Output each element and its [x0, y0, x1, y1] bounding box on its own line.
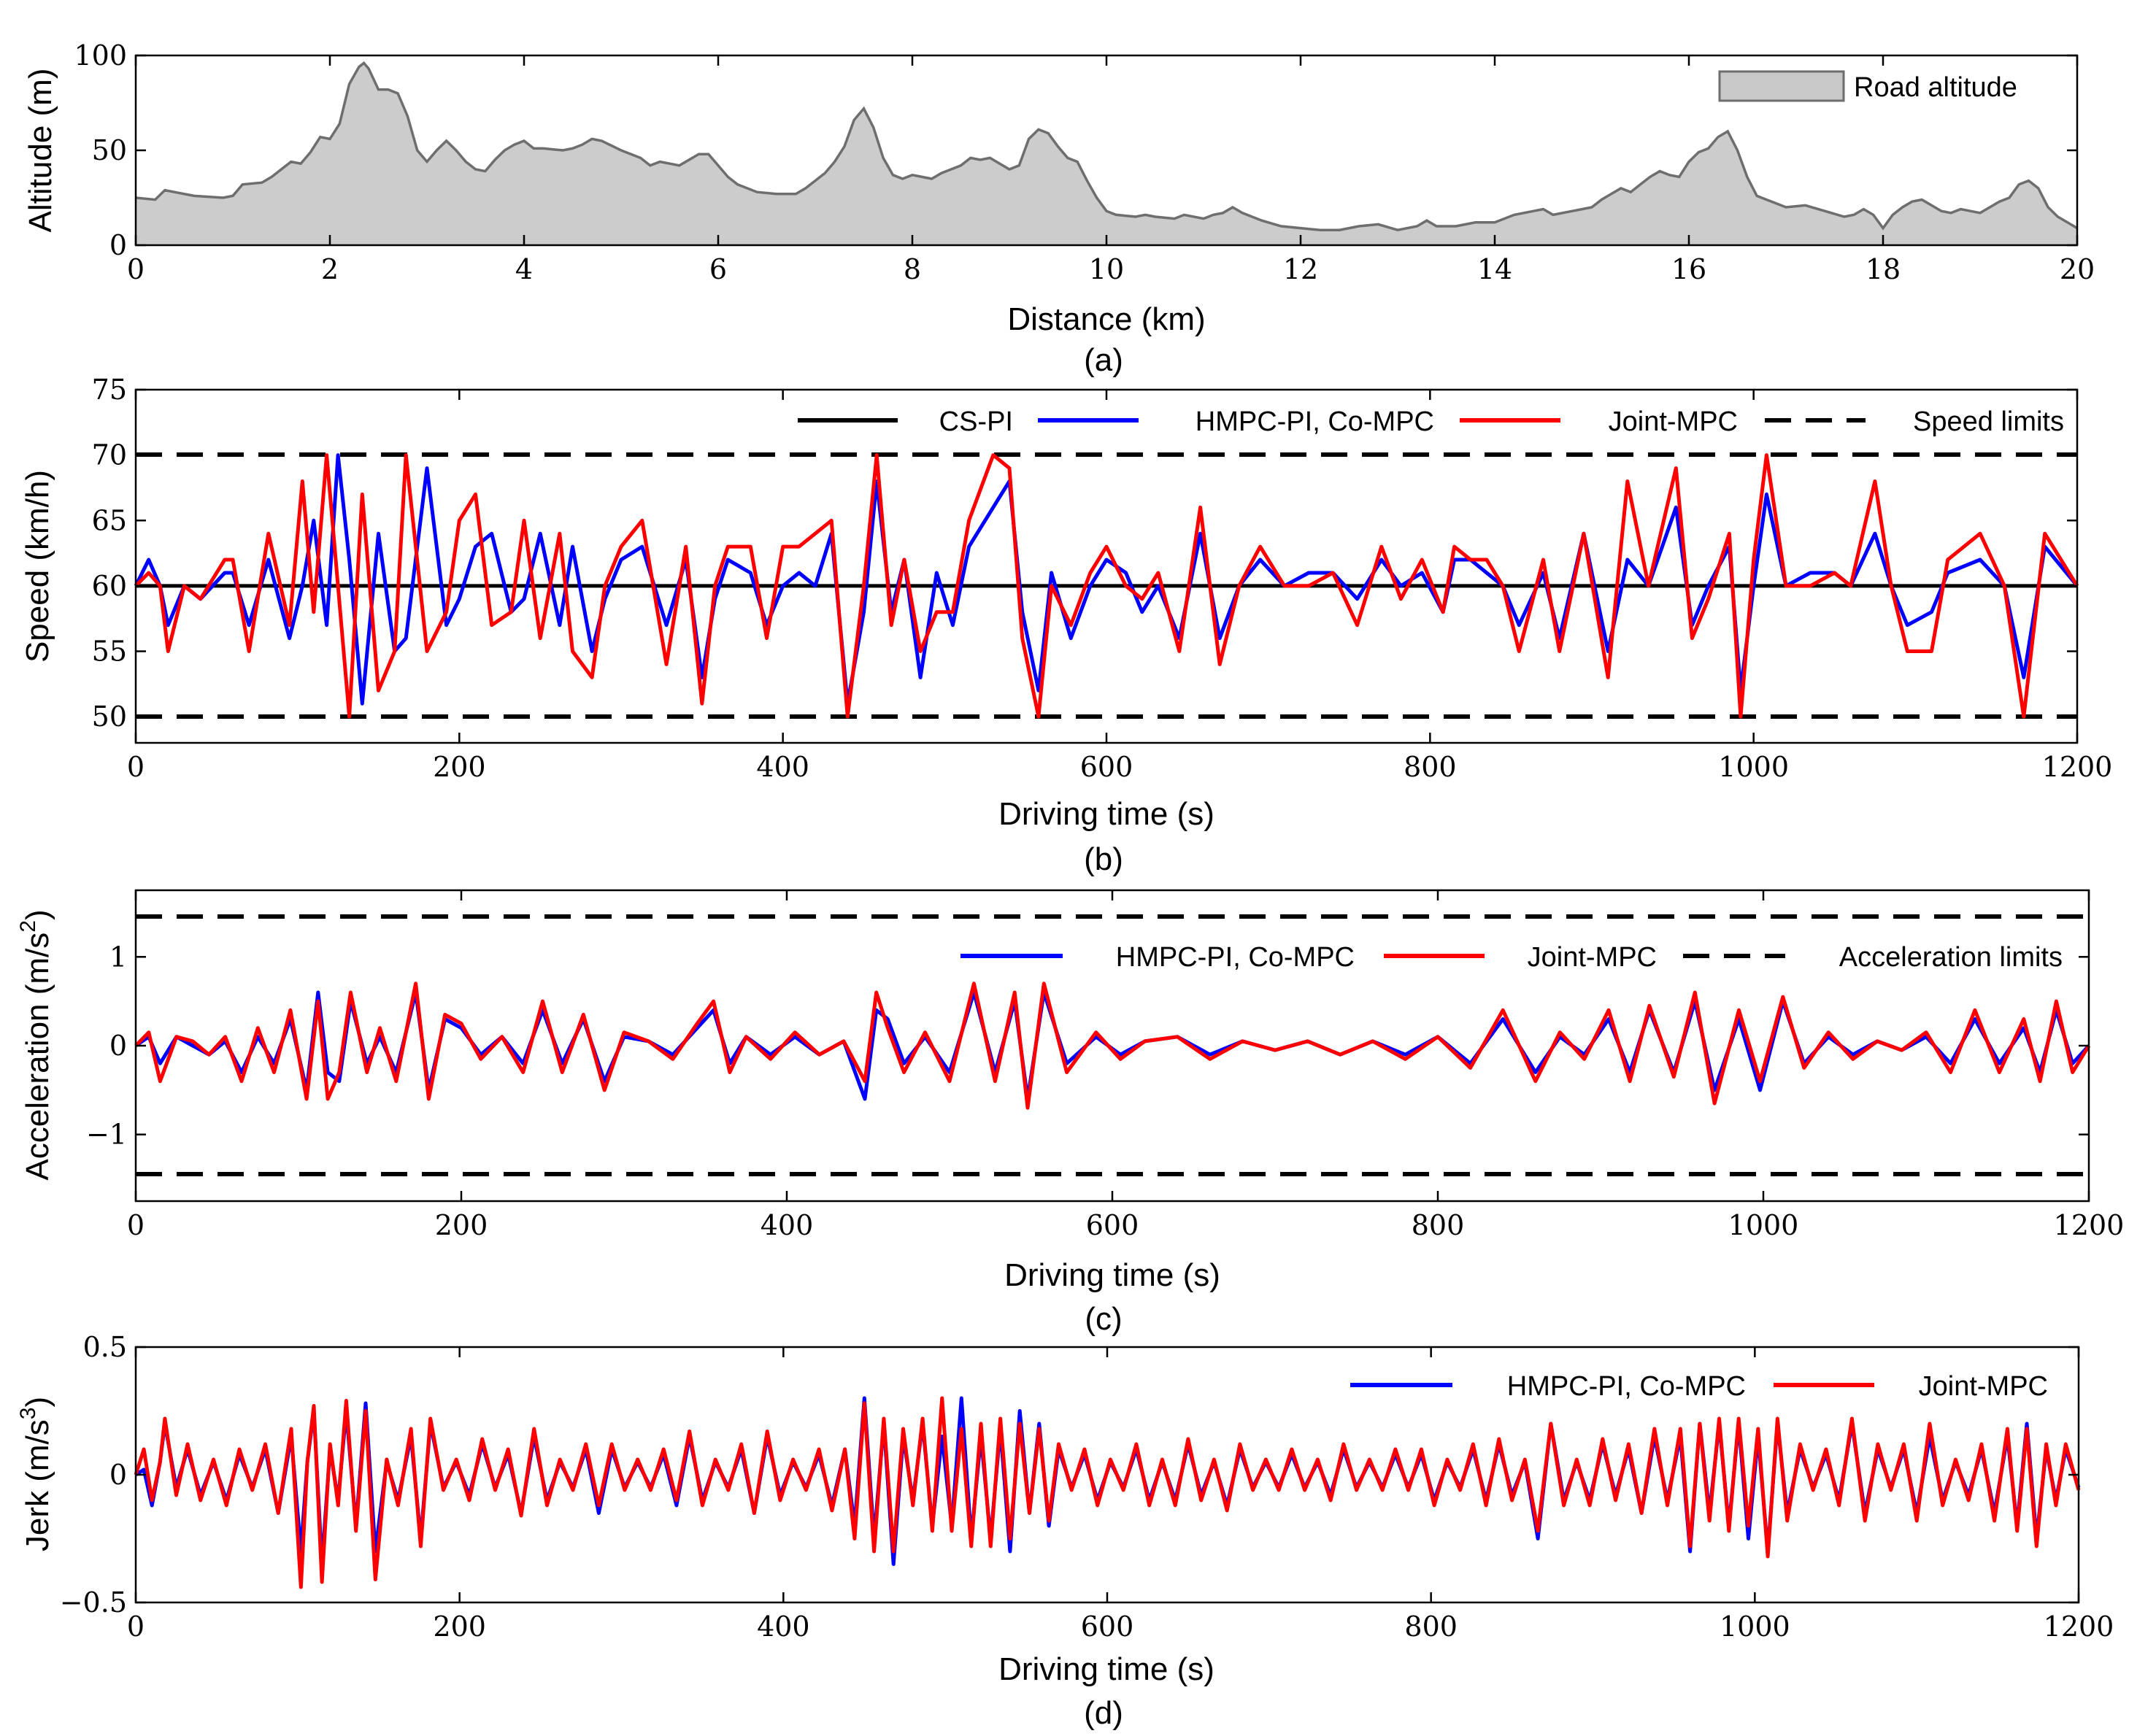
legend-b-label-hmpc: HMPC-PI, Co-MPC — [1196, 406, 1434, 437]
y-tick-label: 55 — [92, 636, 127, 668]
x-tick-label: 1000 — [1720, 1610, 1790, 1643]
y-tick-label: 65 — [92, 504, 127, 536]
x-tick-label: 800 — [1412, 1209, 1465, 1241]
x-tick-label: 1000 — [1728, 1209, 1799, 1241]
legend-a-patch — [1718, 70, 1845, 102]
legend-b-label-joint-mpc: Joint-MPC — [1609, 406, 1738, 437]
x-tick-label: 12 — [1283, 253, 1318, 285]
accel-series-joint-mpc — [134, 981, 2091, 1110]
x-tick-label: 10 — [1089, 253, 1124, 285]
panel-d: 0 200 400 600 800 1000 1200−0.500.5 Driving ti… — [16, 1331, 2114, 1731]
y-tick-label: 50 — [92, 701, 127, 733]
ylabel-a: Altitude (m) — [23, 69, 58, 233]
y-tick-label: 75 — [92, 374, 127, 406]
panel-label-b: (b) — [1084, 841, 1123, 877]
ylabel-c: Acceleration (m/s2) — [16, 909, 55, 1180]
ylabel-d-main: Jerk (m/s — [20, 1419, 55, 1551]
x-tick-label: 4 — [515, 253, 533, 285]
x-tick-label: 800 — [1404, 751, 1457, 783]
x-tick-label: 400 — [761, 1209, 814, 1241]
y-tick-label: 70 — [92, 439, 127, 471]
altitude-fill — [136, 63, 2077, 246]
legend-b-label-cs-pi: CS-PI — [939, 406, 1013, 437]
y-tick-label: 0.5 — [83, 1331, 127, 1363]
y-tick-label: 0 — [109, 229, 127, 261]
y-tick-label: 0 — [109, 1459, 127, 1491]
x-tick-label: 14 — [1477, 253, 1512, 285]
panel-label-a: (a) — [1084, 342, 1123, 378]
x-tick-label: 600 — [1081, 1610, 1134, 1643]
x-tick-label: 400 — [757, 1610, 810, 1643]
legend-c: HMPC-PI, Co-MPC Joint-MPC Acceleration l… — [960, 942, 2063, 973]
legend-b: CS-PI HMPC-PI, Co-MPC Joint-MPC Speed li… — [798, 406, 2064, 437]
legend-c-label-hmpc: HMPC-PI, Co-MPC — [1116, 942, 1355, 973]
x-tick-label: 2 — [321, 253, 339, 285]
panel-label-d: (d) — [1084, 1695, 1123, 1731]
legend-d: HMPC-PI, Co-MPC Joint-MPC — [1350, 1371, 2048, 1402]
ticks-d: 0 200 400 600 800 1000 1200−0.500.5 — [60, 1331, 2114, 1643]
x-tick-label: 600 — [1080, 751, 1133, 783]
legend-b-label-speed-limits: Speed limits — [1913, 406, 2064, 437]
x-tick-label: 1000 — [1718, 751, 1789, 783]
y-tick-label: 50 — [92, 134, 127, 166]
legend-c-label-accel-limits: Acceleration limits — [1839, 942, 2063, 973]
x-tick-label: 0 — [127, 1209, 145, 1241]
legend-d-label-hmpc: HMPC-PI, Co-MPC — [1507, 1371, 1746, 1402]
y-tick-label: 60 — [92, 570, 127, 602]
ylabel-d-end: ) — [20, 1397, 55, 1408]
axes-box-b — [134, 388, 2079, 744]
ylabel-c-main: Acceleration (m/s — [20, 933, 55, 1181]
panel-c: 0 200 400 600 800 1000 1200 −1 0 1 Driving time (… — [16, 889, 2124, 1337]
speed-series-joint-mpc — [134, 453, 2079, 719]
x-tick-label: 200 — [435, 1209, 488, 1241]
xlabel-a: Distance (km) — [1007, 301, 1205, 337]
y-tick-label: 0 — [109, 1030, 127, 1062]
panel-a: 0 2 4 6 8 10 12 14 16 18 20 0 50 100 Distance (km) Al… — [23, 39, 2095, 378]
x-tick-label: 0 — [127, 253, 145, 285]
x-tick-label: 20 — [2060, 253, 2095, 285]
x-tick-label: 8 — [904, 253, 921, 285]
ylabel-c-end: ) — [20, 909, 55, 920]
ylabel-d: Jerk (m/s3) — [16, 1397, 55, 1551]
legend-a: Road altitude — [1718, 70, 2017, 103]
panel-label-c: (c) — [1085, 1301, 1122, 1337]
ticks-c: 0 200 400 600 800 1000 1200 −1 0 1 — [86, 890, 2124, 1241]
xlabel-b: Driving time (s) — [998, 796, 1214, 832]
y-tick-label: 1 — [109, 941, 127, 973]
ticks-a: 0 2 4 6 8 10 12 14 16 18 20 0 50 100 — [74, 39, 2095, 285]
x-tick-label: 18 — [1866, 253, 1901, 285]
x-tick-label: 6 — [709, 253, 727, 285]
x-tick-label: 200 — [433, 1610, 486, 1643]
panel-b: 0 200 400 600 800 1000 1200 50 55 60 65 70 75 Drivin… — [20, 374, 2112, 877]
xlabel-d: Driving time (s) — [998, 1651, 1214, 1687]
legend-c-label-joint-mpc: Joint-MPC — [1528, 942, 1657, 973]
x-tick-label: 1200 — [2044, 1610, 2114, 1643]
ylabel-b: Speed (km/h) — [20, 470, 55, 663]
x-tick-label: 0 — [127, 751, 145, 783]
x-tick-label: 800 — [1404, 1610, 1458, 1643]
ticks-b: 0 200 400 600 800 1000 1200 50 55 60 65 70 75 — [92, 374, 2113, 783]
altitude-line — [135, 61, 2078, 231]
legend-d-label-joint-mpc: Joint-MPC — [1919, 1371, 2048, 1402]
y-tick-label: −1 — [86, 1119, 127, 1151]
x-tick-label: 1200 — [2054, 1209, 2125, 1241]
x-tick-label: 0 — [127, 1610, 145, 1643]
x-tick-label: 16 — [1671, 253, 1706, 285]
altitude-plot-area — [135, 61, 2078, 246]
x-tick-label: 200 — [433, 751, 486, 783]
x-tick-label: 600 — [1086, 1209, 1139, 1241]
x-tick-label: 400 — [756, 751, 809, 783]
ylabel-c-sup: 2 — [16, 920, 40, 933]
y-tick-label: −0.5 — [60, 1586, 127, 1619]
jerk-series-joint-mpc — [134, 1396, 2081, 1589]
y-tick-label: 100 — [74, 39, 127, 72]
xlabel-c: Driving time (s) — [1004, 1257, 1220, 1293]
ylabel-d-sup: 3 — [16, 1408, 40, 1420]
legend-a-label-road-altitude: Road altitude — [1854, 72, 2017, 103]
x-tick-label: 1200 — [2042, 751, 2113, 783]
